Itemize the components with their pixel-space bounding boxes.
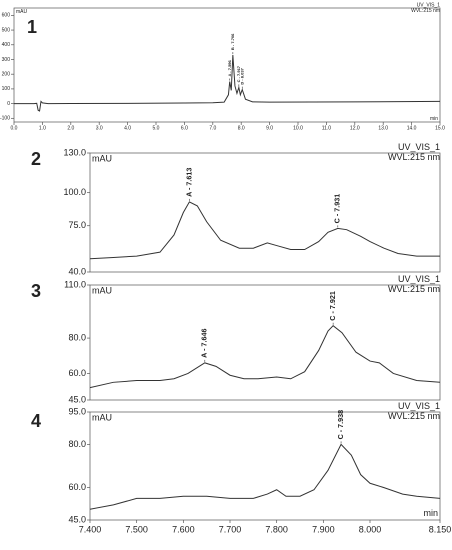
x-tick-label: 7.400	[79, 524, 102, 534]
y-tick-label: 45.0	[68, 394, 86, 404]
y-tick-label: 80.0	[68, 439, 86, 449]
x-tick-label: 8.000	[359, 524, 382, 534]
x-tick-label: 8.0	[238, 125, 245, 131]
y-tick-label: 400	[2, 42, 11, 48]
header-text: WVL:215 nm	[411, 8, 440, 14]
plot-frame	[13, 7, 441, 123]
y-tick-label: 40.0	[68, 266, 86, 276]
header-text: WVL:215 nm	[388, 152, 440, 162]
panel-label: 1	[27, 17, 37, 37]
y-tick-label: 60.0	[68, 368, 86, 378]
x-tick-label: 13.0	[378, 125, 388, 131]
y-tick-label: 100.0	[63, 187, 86, 197]
plot-frame	[89, 411, 441, 521]
peak-label: C - 7.917	[236, 65, 241, 82]
header-text: UV_VIS_1	[398, 274, 440, 284]
x-tick-label: 2.0	[67, 125, 74, 131]
chromatogram-line	[14, 55, 441, 112]
peak-label: A - 7.646	[200, 329, 209, 358]
x-tick-label: 6.0	[181, 125, 188, 131]
x-tick-label: 15.0	[435, 125, 445, 131]
y-tick-label: 200	[2, 72, 11, 78]
y-tick-label: 110.0	[64, 279, 86, 289]
x-tick-label: 0.0	[11, 125, 18, 131]
plot-frame	[89, 152, 441, 273]
x-tick-label: 7.800	[265, 524, 288, 534]
panel-label: 3	[31, 281, 41, 301]
peak-label: B - 7.706	[230, 33, 235, 50]
y-tick-label: 500	[2, 27, 11, 33]
header-text: WVL:215 nm	[388, 284, 440, 294]
x-tick-label: 7.600	[172, 524, 195, 534]
x-tick-label: 11.0	[322, 125, 332, 131]
header-text: UV_VIS_1	[398, 401, 440, 411]
header-text: WVL:215 nm	[388, 411, 440, 421]
y-tick-label: 95.0	[68, 406, 86, 416]
x-axis-label: min	[423, 508, 438, 518]
y-tick-label: 100	[2, 86, 11, 92]
peak-label: D - 8.037	[239, 67, 244, 84]
y-tick-label: -100	[0, 116, 10, 122]
y-tick-label: 300	[2, 57, 11, 63]
y-axis-label: mAU	[92, 286, 112, 296]
x-tick-label: 7.500	[125, 524, 148, 534]
header-text: UV_VIS_1	[398, 142, 440, 152]
panel-label: 4	[31, 411, 41, 431]
y-tick-label: 130.0	[63, 147, 86, 157]
x-tick-label: 7.0	[209, 125, 216, 131]
peak-label: A - 7.613	[184, 168, 193, 197]
y-axis-label: mAU	[92, 154, 112, 164]
x-tick-label: 5.0	[153, 125, 160, 131]
x-tick-label: 9.0	[266, 125, 273, 131]
peak-label: C - 7.938	[336, 410, 345, 440]
x-tick-label: 1.0	[39, 125, 46, 131]
y-tick-label: 600	[2, 13, 11, 19]
plot-frame	[89, 284, 441, 401]
chromatogram-line	[89, 201, 440, 260]
x-tick-label: 8.150	[429, 524, 452, 534]
x-axis-label: min	[430, 116, 438, 122]
chromatogram-line	[89, 443, 441, 510]
y-axis-label: mAU	[16, 9, 28, 15]
peak-label: A - 7.596	[227, 59, 232, 76]
peak-label: C - 7.921	[328, 291, 337, 321]
x-tick-label: 7.700	[219, 524, 242, 534]
y-tick-label: 45.0	[68, 514, 86, 524]
x-tick-label: 7.900	[312, 524, 335, 534]
y-tick-label: 0	[7, 101, 10, 107]
y-tick-label: 60.0	[68, 482, 86, 492]
chromatogram-line	[89, 325, 441, 389]
x-tick-label: 12.0	[350, 125, 360, 131]
y-tick-label: 80.0	[68, 332, 86, 342]
panel-label: 2	[31, 149, 41, 169]
x-tick-label: 3.0	[96, 125, 103, 131]
y-tick-label: 75.0	[68, 220, 86, 230]
x-tick-label: 10.0	[293, 125, 303, 131]
x-tick-label: 14.0	[407, 125, 417, 131]
peak-label: C - 7.931	[333, 194, 342, 224]
y-axis-label: mAU	[92, 413, 112, 423]
x-tick-label: 4.0	[124, 125, 131, 131]
header-text: UV_VIS_1	[417, 2, 441, 8]
